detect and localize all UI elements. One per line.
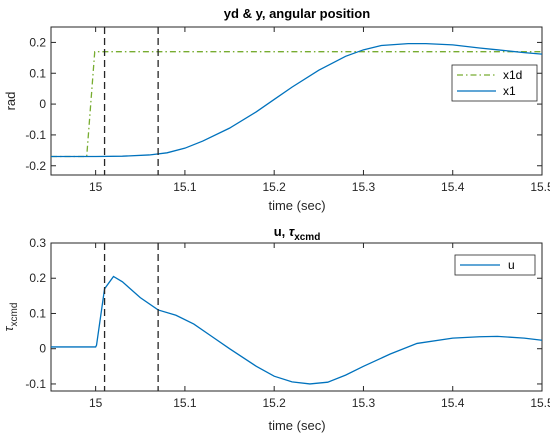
y-tick-label: -0.1 [25, 128, 46, 142]
plot-title: yd & y, angular position [224, 6, 370, 21]
angular-position-plot: yd & y, angular position 15 15.1 15.2 15.3 1… [3, 6, 550, 213]
y-axis-label: τxcmd [1, 303, 20, 332]
x-tick-label: 15.5 [530, 180, 550, 194]
legend-label-x1d: x1d [503, 68, 522, 82]
y-axis-label: rad [3, 92, 18, 111]
legend-label-x1: x1 [503, 84, 516, 98]
y-tick-label: 0.3 [29, 236, 46, 250]
x-axis-label: time (sec) [268, 198, 325, 213]
y-tick-label: 0 [39, 97, 46, 111]
x-tick-label: 15.2 [263, 396, 287, 410]
ylabel-subscript: xcmd [9, 303, 20, 327]
ylabel-symbol: τ [1, 325, 16, 331]
y-tick-label: -0.1 [25, 377, 46, 391]
title-main: u, [274, 224, 289, 239]
y-tick-label: 0 [39, 342, 46, 356]
x-tick-label: 15.3 [352, 180, 376, 194]
x-tick-label: 15 [89, 396, 103, 410]
legend-label-u: u [508, 258, 515, 272]
y-tick-label: 0.1 [29, 306, 46, 320]
x-tick-label: 15.1 [173, 180, 197, 194]
series-line-u [51, 275, 542, 385]
legend-box [451, 64, 538, 102]
x-tick-label: 15.1 [173, 396, 197, 410]
y-tick-label: 0.2 [29, 271, 46, 285]
title-symbol: τ [289, 224, 295, 239]
x-tick-label: 15 [89, 180, 103, 194]
x-tick-label: 15.4 [441, 396, 465, 410]
legend: x1d x1 [451, 64, 538, 102]
y-tick-label: 0.2 [29, 35, 46, 49]
y-tick-label: -0.2 [25, 159, 46, 173]
legend: u [454, 254, 536, 276]
x-tick-label: 15.2 [263, 180, 287, 194]
x-tick-label: 15.4 [441, 180, 465, 194]
x-axis-label: time (sec) [268, 418, 325, 433]
control-input-plot: u, τxcmd 1515.115.215.315.415.5-0.100.10… [1, 224, 550, 433]
plot-title: u, τxcmd [274, 224, 321, 243]
y-tick-label: 0.1 [29, 66, 46, 80]
title-subscript: xcmd [294, 232, 320, 243]
x-tick-label: 15.3 [352, 396, 376, 410]
x-tick-label: 15.5 [530, 396, 550, 410]
